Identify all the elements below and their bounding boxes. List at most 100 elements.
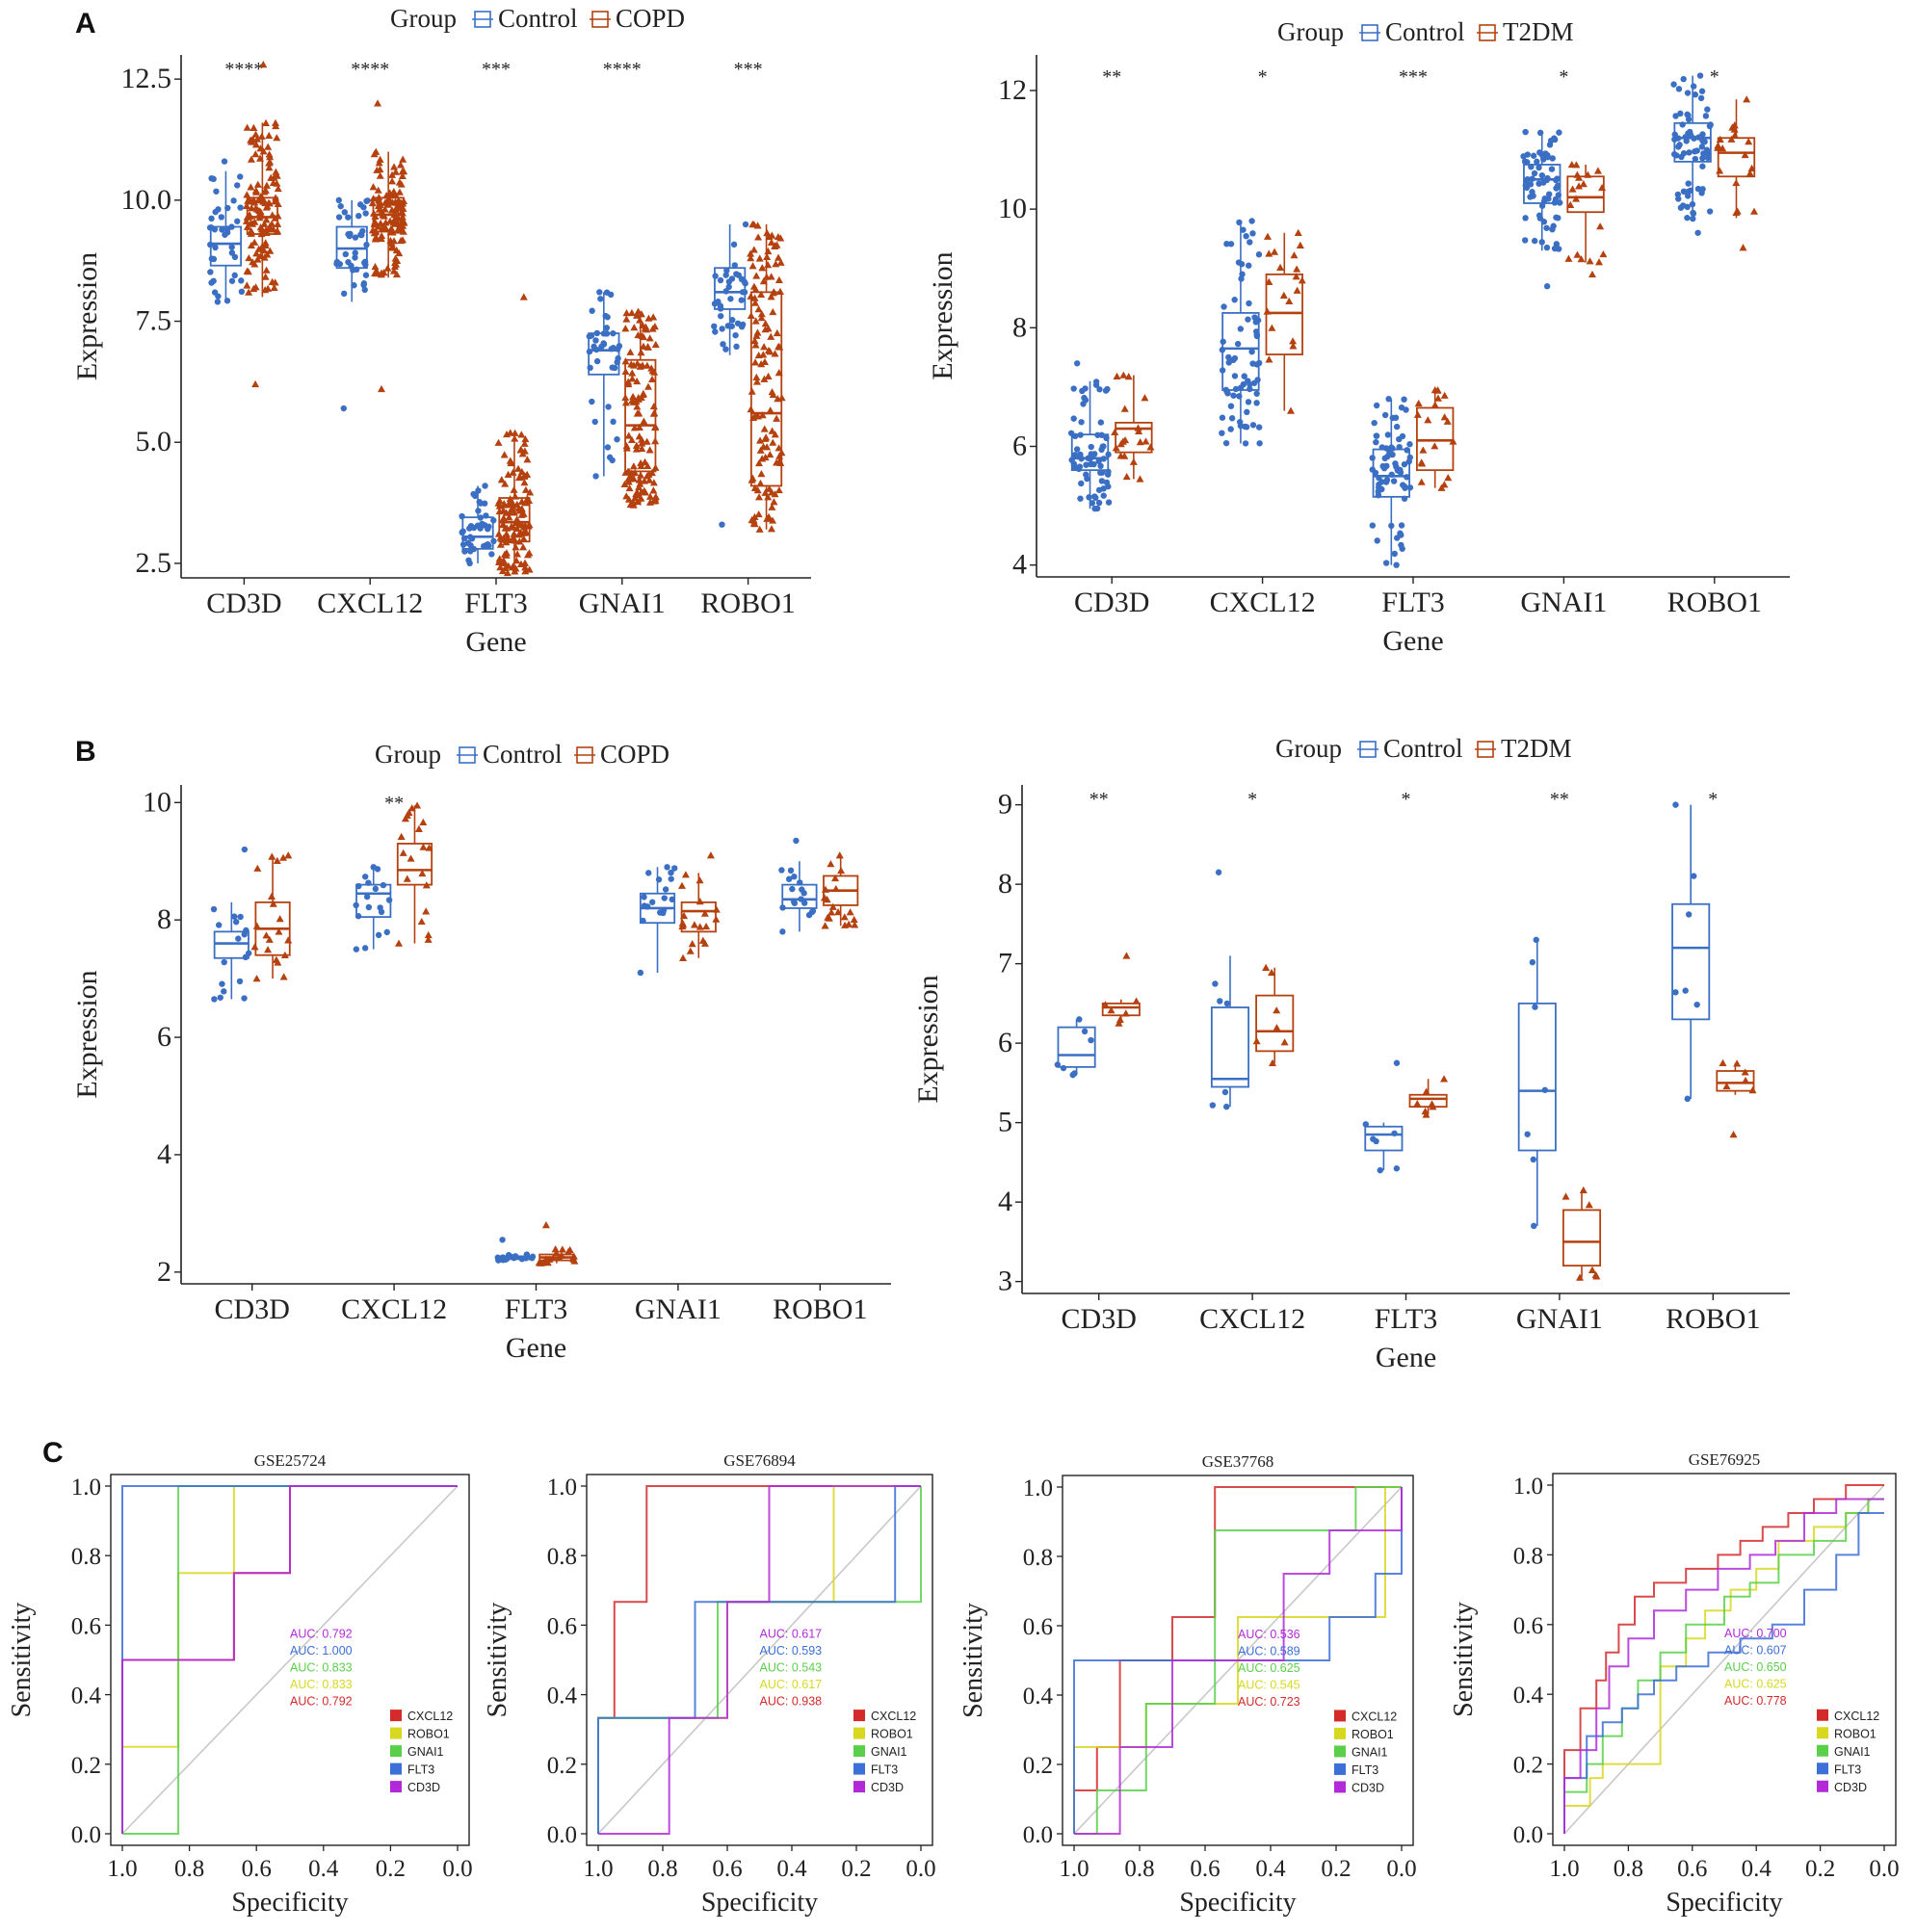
data-point-disease bbox=[1588, 1266, 1596, 1273]
data-point-control bbox=[1403, 406, 1409, 413]
auc-label: AUC: 0.723 bbox=[1238, 1695, 1300, 1709]
box-iqr bbox=[1671, 902, 1711, 1021]
data-point-disease bbox=[500, 499, 509, 508]
data-point-disease bbox=[756, 446, 765, 454]
data-point-disease bbox=[376, 171, 384, 179]
data-point-disease bbox=[636, 480, 644, 487]
data-point-control bbox=[1690, 215, 1696, 222]
data-point-disease bbox=[396, 221, 405, 228]
data-point-disease bbox=[760, 375, 769, 382]
data-point-disease bbox=[748, 262, 757, 270]
data-point-control bbox=[1080, 401, 1087, 407]
y-tick-label: 5 bbox=[998, 1107, 1012, 1138]
data-point-disease bbox=[752, 272, 761, 279]
data-point-control bbox=[662, 886, 669, 893]
data-point-disease bbox=[500, 514, 509, 522]
data-point-disease bbox=[651, 423, 660, 431]
data-point-control bbox=[1096, 386, 1103, 393]
data-point-disease bbox=[417, 917, 426, 926]
data-point-control bbox=[224, 204, 231, 212]
data-point-disease bbox=[371, 218, 380, 225]
legend-label: GNAI1 bbox=[1834, 1745, 1871, 1759]
plot-frame bbox=[1062, 1475, 1414, 1846]
data-point-disease bbox=[506, 457, 514, 464]
data-point-disease bbox=[640, 332, 648, 341]
data-point-control bbox=[1097, 462, 1104, 470]
data-point-disease bbox=[377, 219, 385, 227]
x-tick-label: 1.0 bbox=[1059, 1856, 1089, 1882]
data-point-disease bbox=[272, 121, 280, 130]
data-point-control bbox=[1528, 163, 1535, 170]
data-point-disease bbox=[680, 911, 689, 920]
data-point-control bbox=[345, 258, 352, 266]
data-point-disease bbox=[1750, 207, 1759, 215]
data-point-disease bbox=[753, 222, 762, 229]
data-point-control bbox=[1545, 191, 1553, 197]
data-point-disease bbox=[769, 307, 777, 316]
data-point-disease bbox=[1286, 406, 1295, 414]
data-point-control bbox=[223, 298, 231, 304]
data-point-disease bbox=[773, 328, 781, 337]
data-point-disease bbox=[638, 444, 646, 453]
data-point-disease bbox=[643, 342, 652, 351]
data-point-disease bbox=[771, 350, 779, 357]
data-point-control bbox=[1241, 373, 1247, 379]
data-point-disease bbox=[841, 921, 850, 928]
data-point-disease bbox=[764, 260, 773, 269]
data-point-disease bbox=[621, 367, 630, 376]
data-point-disease bbox=[712, 915, 721, 923]
data-point-disease bbox=[253, 180, 262, 188]
data-point-disease bbox=[643, 461, 652, 470]
data-point-control bbox=[1077, 431, 1084, 438]
data-point-control bbox=[485, 525, 491, 533]
data-point-control bbox=[641, 894, 647, 901]
data-point-disease bbox=[273, 134, 281, 142]
data-point-disease bbox=[1575, 173, 1584, 181]
x-axis-title: Gene bbox=[506, 1332, 566, 1364]
data-point-control bbox=[1691, 135, 1697, 142]
x-tick-label: 0.8 bbox=[647, 1856, 677, 1882]
legend-item-label: T2DM bbox=[1501, 734, 1572, 763]
data-point-disease bbox=[390, 237, 399, 245]
data-point-disease bbox=[247, 183, 255, 191]
data-point-disease bbox=[252, 922, 261, 929]
significance-label: * bbox=[1559, 66, 1568, 88]
legend-label: CXCL12 bbox=[1352, 1710, 1397, 1723]
data-point-control bbox=[459, 528, 466, 535]
data-point-control bbox=[1255, 251, 1263, 258]
data-point-disease bbox=[1292, 273, 1300, 280]
legend-label: ROBO1 bbox=[1352, 1728, 1394, 1741]
data-point-disease bbox=[1134, 424, 1142, 431]
data-point-disease bbox=[377, 384, 385, 393]
data-point-control bbox=[1223, 388, 1231, 396]
data-point-disease bbox=[262, 118, 271, 126]
data-point-disease bbox=[510, 530, 518, 537]
data-point-disease bbox=[390, 163, 399, 170]
data-point-disease bbox=[771, 431, 779, 438]
data-point-disease bbox=[1573, 250, 1582, 258]
data-point-control bbox=[1250, 379, 1258, 386]
data-point-disease bbox=[649, 497, 658, 505]
data-point-control bbox=[483, 512, 489, 519]
data-point-disease bbox=[505, 513, 513, 521]
data-point-disease bbox=[252, 975, 261, 982]
data-point-control bbox=[1401, 396, 1407, 403]
data-point-control bbox=[723, 267, 730, 274]
data-point-control bbox=[475, 508, 482, 514]
diagonal-reference-line bbox=[1563, 1484, 1885, 1835]
data-point-control bbox=[722, 272, 729, 278]
legend-item-label: Control bbox=[498, 4, 578, 33]
data-point-control bbox=[1406, 454, 1413, 461]
data-point-control bbox=[1393, 561, 1400, 568]
data-point-disease bbox=[1719, 1058, 1727, 1066]
data-point-disease bbox=[632, 441, 641, 449]
data-point-control bbox=[1089, 500, 1096, 507]
x-tick-label: ROBO1 bbox=[1666, 1303, 1760, 1335]
y-axis-title: Expression bbox=[71, 970, 103, 1098]
data-point-control bbox=[656, 909, 664, 916]
data-point-control bbox=[1248, 218, 1255, 224]
data-point-disease bbox=[774, 232, 782, 241]
data-point-disease bbox=[638, 439, 646, 447]
y-tick-label: 0.8 bbox=[1023, 1545, 1053, 1571]
y-tick-label: 12.5 bbox=[121, 63, 172, 94]
